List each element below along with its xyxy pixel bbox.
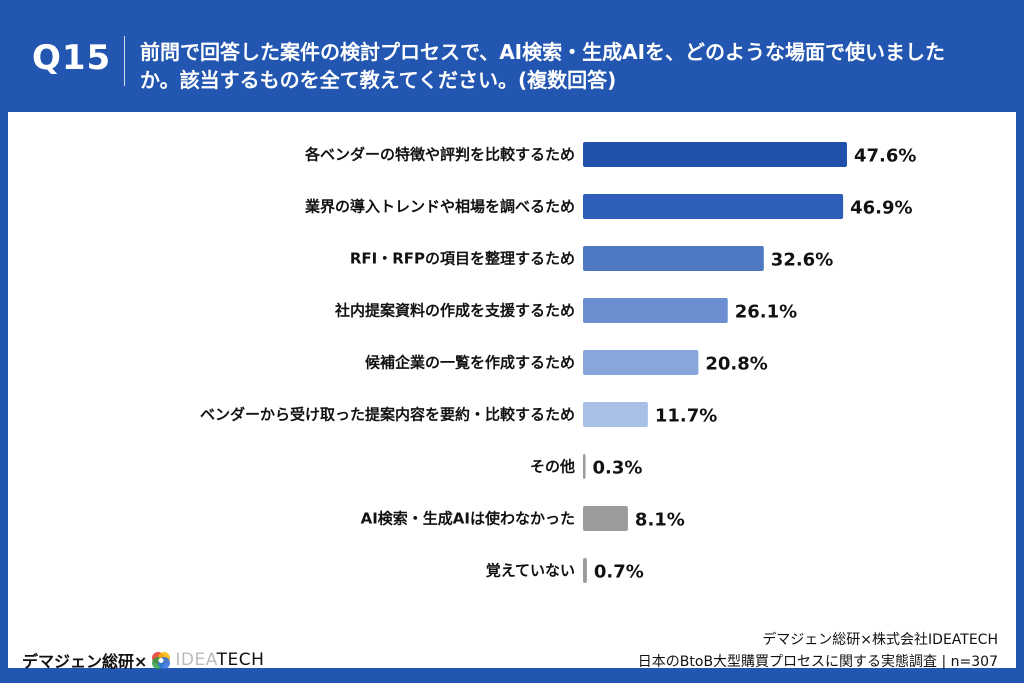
value-label: 0.3%	[593, 458, 643, 479]
category-label: その他	[530, 458, 575, 476]
category-label: 各ベンダーの特徴や評判を比較するため	[304, 146, 575, 164]
credit-line-1: デマジェン総研×株式会社IDEATECH	[762, 632, 998, 648]
value-label: 46.9%	[850, 198, 912, 219]
value-label: 8.1%	[635, 510, 685, 531]
logo-text-light: IDEA	[175, 650, 217, 670]
question-text: 前問で回答した案件の検討プロセスで、AI検索・生成AIを、どのような場面で使いま…	[140, 40, 946, 92]
brand-footer: デマジェン総研× IDEATECH	[22, 648, 264, 672]
bar	[583, 454, 586, 479]
brand-name: デマジェン総研×	[22, 652, 148, 671]
bar	[583, 246, 764, 271]
category-label: 社内提案資料の作成を支援するため	[334, 302, 575, 320]
category-label: 業界の導入トレンドや相場を調べるため	[304, 198, 575, 216]
category-label: AI検索・生成AIは使わなかった	[361, 510, 575, 528]
bar	[583, 402, 648, 427]
chart-panel: 各ベンダーの特徴や評判を比較するため 47.6% 業界の導入トレンドや相場を調べるた…	[8, 112, 1016, 668]
bar	[583, 506, 628, 531]
bar-chart: 各ベンダーの特徴や評判を比較するため 47.6% 業界の導入トレンドや相場を調べるた…	[200, 142, 916, 583]
value-label: 0.7%	[594, 562, 644, 583]
value-label: 32.6%	[771, 250, 833, 271]
logo-text-dark: TECH	[216, 650, 265, 670]
credit-line-2: 日本のBtoB大型購買プロセスに関する実態調査 | n=307	[637, 654, 998, 670]
value-label: 26.1%	[735, 302, 797, 323]
bar	[583, 194, 844, 219]
category-label: 候補企業の一覧を作成するため	[365, 354, 575, 372]
question-number: Q15	[32, 38, 112, 78]
bar	[583, 558, 587, 583]
ideatech-logo-text: IDEATECH	[175, 650, 264, 670]
category-label: ベンダーから受け取った提案内容を要約・比較するため	[200, 406, 575, 424]
bar	[583, 142, 847, 167]
bar	[583, 298, 728, 323]
category-label: RFI・RFPの項目を整理するため	[350, 250, 575, 268]
value-label: 11.7%	[655, 406, 717, 427]
value-label: 20.8%	[705, 354, 767, 375]
bar	[583, 350, 699, 375]
value-label: 47.6%	[854, 146, 916, 167]
ideatech-logo-icon	[152, 652, 171, 669]
header-divider	[124, 36, 125, 86]
category-label: 覚えていない	[486, 562, 575, 580]
